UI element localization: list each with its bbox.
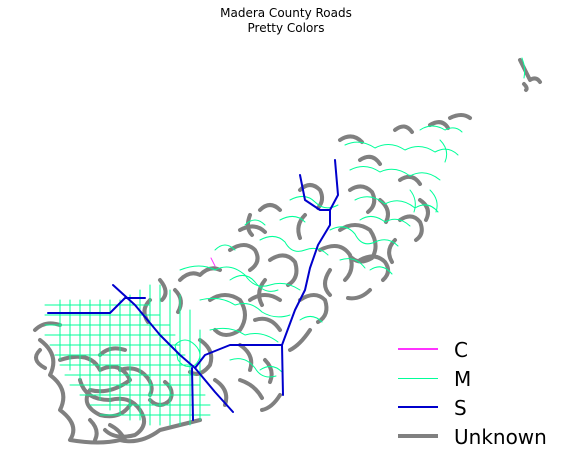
m-road xyxy=(521,57,526,79)
m-road xyxy=(359,216,411,227)
m-road-grid xyxy=(59,284,201,426)
map-legend: C M S Unknown xyxy=(396,336,566,452)
m-road xyxy=(259,316,323,373)
unknown-road xyxy=(387,214,424,264)
s-road xyxy=(281,159,339,346)
c-roads-layer xyxy=(210,257,216,267)
unknown-road xyxy=(142,278,168,324)
m-road xyxy=(329,226,399,247)
legend-label: Unknown xyxy=(454,425,547,449)
m-road xyxy=(199,297,291,318)
m-road xyxy=(214,219,266,251)
legend-label: S xyxy=(454,396,467,420)
legend-entry: Unknown xyxy=(396,423,566,452)
legend-entry: S xyxy=(396,394,566,423)
unknown-road xyxy=(346,254,390,301)
unknown-road xyxy=(318,244,354,297)
s-road xyxy=(299,174,331,211)
unknown-road xyxy=(208,293,247,337)
m-road xyxy=(339,258,393,275)
s-road xyxy=(47,297,146,314)
m-road xyxy=(229,275,279,292)
legend-line-swatch xyxy=(398,434,438,438)
unknown-road xyxy=(33,321,62,370)
legend-entry: C xyxy=(396,336,566,365)
legend-entry: M xyxy=(396,365,566,394)
unknown-road xyxy=(296,183,325,240)
unknown-road xyxy=(245,203,282,237)
unknown-road xyxy=(173,266,222,314)
map-title: Madera County Roads xyxy=(220,6,352,20)
unknown-road xyxy=(238,358,282,412)
s-road xyxy=(112,284,234,413)
unknown-road xyxy=(518,58,542,92)
unknown-road xyxy=(288,293,329,352)
s-roads-layer xyxy=(47,159,339,421)
m-road xyxy=(409,189,438,213)
unknown-road xyxy=(358,154,430,222)
m-road xyxy=(179,265,301,291)
legend-line-swatch xyxy=(398,406,438,408)
s-road xyxy=(281,344,284,396)
map-title-block: Madera County Roads Pretty Colors xyxy=(0,6,572,36)
s-road xyxy=(194,344,283,369)
unknown-roads-layer xyxy=(33,58,542,445)
m-road xyxy=(209,327,279,343)
unknown-road xyxy=(228,224,267,272)
unknown-road xyxy=(38,338,202,445)
unknown-road xyxy=(238,293,282,372)
unknown-road xyxy=(338,120,450,144)
legend-line-swatch xyxy=(398,377,438,379)
m-road xyxy=(174,339,201,368)
m-road xyxy=(354,196,439,213)
m-road xyxy=(419,125,463,163)
legend-line-swatch xyxy=(398,348,438,350)
m-road xyxy=(349,166,441,181)
map-subtitle: Pretty Colors xyxy=(247,21,325,35)
unknown-road xyxy=(257,253,299,307)
m-road xyxy=(344,141,459,156)
unknown-road xyxy=(448,113,472,120)
m-roads-layer xyxy=(44,57,526,426)
s-road xyxy=(191,367,194,421)
legend-label: M xyxy=(454,367,472,391)
m-road xyxy=(229,358,277,378)
legend-label: C xyxy=(454,338,468,362)
c-road xyxy=(210,257,216,267)
